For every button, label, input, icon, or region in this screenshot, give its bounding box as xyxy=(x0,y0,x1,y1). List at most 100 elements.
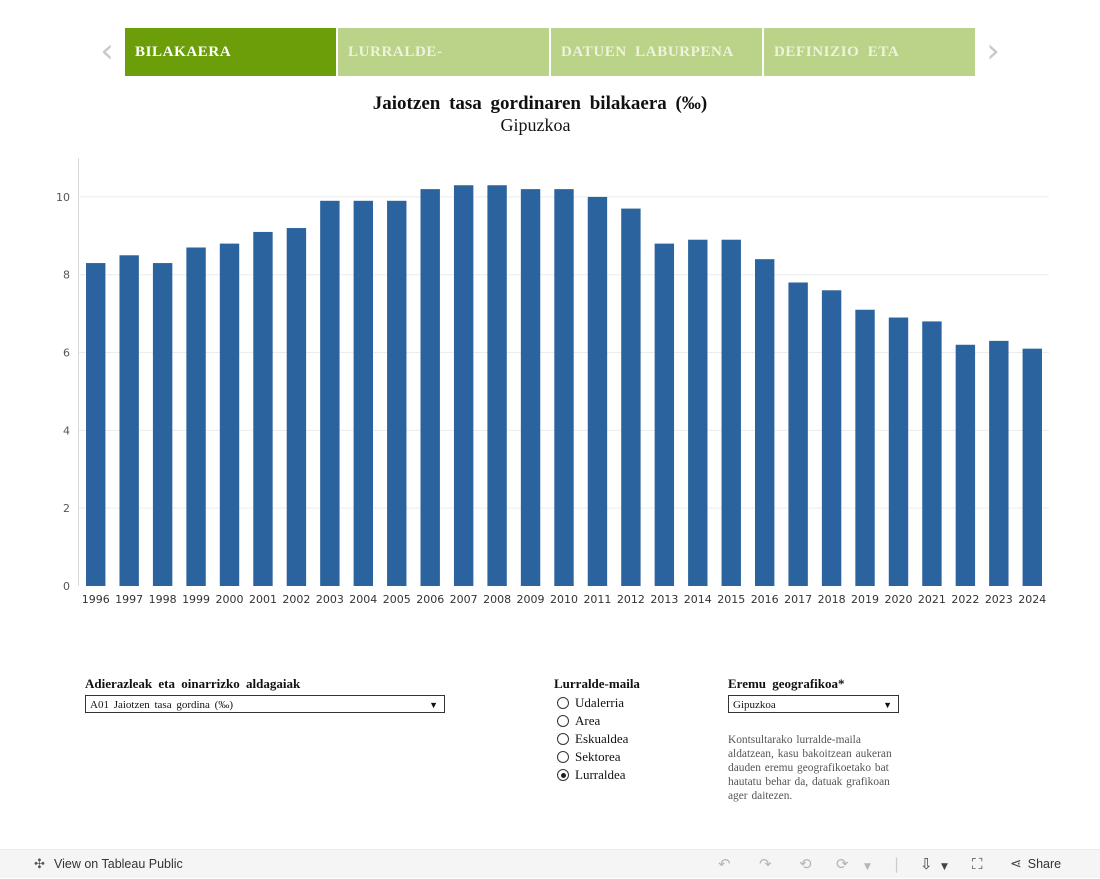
bar-2019[interactable] xyxy=(855,309,875,586)
tab-datuen-laburpena[interactable]: DATUEN LABURPENA xyxy=(551,28,762,76)
fullscreen-icon[interactable]: ⛶ xyxy=(972,855,983,873)
x-tick-label: 2010 xyxy=(550,593,578,606)
bar-2011[interactable] xyxy=(587,196,608,586)
x-tick-label: 2005 xyxy=(383,593,411,606)
level-filter-label: Lurralde-maila xyxy=(554,676,640,691)
tableau-logo-icon: ✣ xyxy=(34,857,45,872)
download-icon[interactable]: ⇩ xyxy=(920,855,933,873)
x-tick-label: 2006 xyxy=(416,593,444,606)
x-tick-label: 2019 xyxy=(851,593,879,606)
radio-circle-icon xyxy=(557,733,569,746)
x-tick-label: 2003 xyxy=(316,593,344,606)
refresh-icon[interactable]: ⟳ xyxy=(836,855,849,873)
x-tick-label: 2018 xyxy=(818,593,846,606)
share-button[interactable]: ⋖ Share xyxy=(1010,850,1061,878)
radio-circle-icon xyxy=(557,715,569,728)
bar-2006[interactable] xyxy=(420,189,440,587)
radio-lurraldea[interactable]: Lurraldea xyxy=(557,767,626,785)
x-tick-label: 2021 xyxy=(918,593,946,606)
view-on-tableau-link[interactable]: ✣ View on Tableau Public xyxy=(34,850,183,878)
radio-area[interactable]: Area xyxy=(557,713,600,731)
x-tick-label: 2001 xyxy=(249,593,277,606)
bar-2016[interactable] xyxy=(754,259,775,586)
chevron-down-icon: ▼ xyxy=(429,700,438,710)
x-tick-label: 2022 xyxy=(951,593,979,606)
x-tick-label: 2007 xyxy=(450,593,478,606)
view-label: View on Tableau Public xyxy=(54,857,183,871)
area-dropdown[interactable]: Gipuzkoa ▼ xyxy=(728,695,899,713)
bar-2009[interactable] xyxy=(520,189,541,587)
bar-2018[interactable] xyxy=(821,290,842,586)
x-tick-label: 2008 xyxy=(483,593,511,606)
indicator-dropdown[interactable]: A01 Jaiotzen tasa gordina (‰) ▼ xyxy=(85,695,445,713)
x-tick-label: 2020 xyxy=(884,593,912,606)
x-tick-label: 2009 xyxy=(517,593,545,606)
bar-2007[interactable] xyxy=(453,185,474,586)
bar-2003[interactable] xyxy=(320,200,340,587)
radio-checked-icon xyxy=(557,769,569,782)
tab-lurralde[interactable]: LURRALDE- xyxy=(338,28,549,76)
tab-bilakaera[interactable]: BILAKAERA xyxy=(125,28,336,76)
bar-1999[interactable] xyxy=(186,247,206,586)
x-tick-label: 2002 xyxy=(282,593,310,606)
indicator-dropdown-value: A01 Jaiotzen tasa gordina (‰) xyxy=(90,699,234,711)
redo-icon[interactable]: ↷ xyxy=(759,855,772,873)
x-tick-label: 2016 xyxy=(751,593,779,606)
radio-label: Udalerria xyxy=(575,695,625,710)
bar-1998[interactable] xyxy=(152,263,173,586)
y-tick-label: 8 xyxy=(63,269,70,282)
bar-2021[interactable] xyxy=(922,321,942,586)
bar-2022[interactable] xyxy=(955,344,976,586)
share-icon: ⋖ xyxy=(1010,856,1022,872)
bar-2017[interactable] xyxy=(788,282,808,586)
x-tick-label: 2017 xyxy=(784,593,812,606)
radio-circle-icon xyxy=(557,697,569,710)
chevron-down-icon: ▼ xyxy=(883,700,892,710)
x-tick-label: 2024 xyxy=(1018,593,1046,606)
bar-2012[interactable] xyxy=(621,208,641,586)
radio-label: Area xyxy=(575,713,601,728)
x-tick-label: 2023 xyxy=(985,593,1013,606)
bar-2002[interactable] xyxy=(286,228,307,586)
bar-2014[interactable] xyxy=(688,239,708,586)
bar-2005[interactable] xyxy=(387,200,407,587)
bar-1996[interactable] xyxy=(86,263,106,586)
x-tick-label: 1996 xyxy=(82,593,110,606)
undo-icon[interactable]: ↶ xyxy=(718,855,731,873)
radio-eskualdea[interactable]: Eskualdea xyxy=(557,731,628,749)
radio-udalerria[interactable]: Udalerria xyxy=(557,695,624,713)
bar-2013[interactable] xyxy=(654,243,675,586)
next-arrow-icon[interactable]: › xyxy=(986,31,1000,71)
y-tick-label: 4 xyxy=(63,424,70,437)
share-label: Share xyxy=(1027,857,1062,871)
chart-title: Jaiotzen tasa gordinaren bilakaera (‰) xyxy=(372,93,708,114)
bar-2015[interactable] xyxy=(721,239,741,586)
revert-icon[interactable]: ⟲ xyxy=(799,855,812,873)
prev-arrow-icon[interactable]: ‹ xyxy=(100,31,114,71)
y-tick-label: 2 xyxy=(63,502,70,515)
tableau-toolbar: ✣ View on Tableau Public ↶ ↷ ⟲ ⟳ ▼ | ⇩ ▼ … xyxy=(0,849,1100,878)
bar-2020[interactable] xyxy=(888,317,909,586)
chart-subtitle: Gipuzkoa xyxy=(500,115,571,135)
x-tick-label: 2015 xyxy=(717,593,745,606)
bar-chart: 0 2 4 6 8 10 1996 1997 1998 1999 2000 2001 2002 2003 2… xyxy=(56,158,1049,606)
bar-1997[interactable] xyxy=(119,255,139,586)
bar-2000[interactable] xyxy=(219,243,240,586)
x-tick-label: 2014 xyxy=(684,593,712,606)
bar-2004[interactable] xyxy=(353,200,374,587)
bar-2023[interactable] xyxy=(989,340,1009,586)
bar-2024[interactable] xyxy=(1022,348,1042,586)
download-dropdown-icon[interactable]: ▼ xyxy=(941,862,948,872)
bar-2001[interactable] xyxy=(253,231,273,586)
radio-sektorea[interactable]: Sektorea xyxy=(557,749,620,767)
bar-2010[interactable] xyxy=(554,189,574,587)
separator-icon: | xyxy=(894,855,900,873)
area-dropdown-value: Gipuzkoa xyxy=(733,699,776,711)
radio-label: Lurraldea xyxy=(575,767,626,782)
x-tick-label: 2004 xyxy=(349,593,377,606)
bar-2008[interactable] xyxy=(487,185,507,586)
x-tick-label: 2013 xyxy=(650,593,678,606)
pause-dropdown-icon[interactable]: ▼ xyxy=(864,862,871,872)
tab-definizio-eta[interactable]: DEFINIZIO ETA xyxy=(764,28,975,76)
y-tick-label: 6 xyxy=(63,347,70,360)
